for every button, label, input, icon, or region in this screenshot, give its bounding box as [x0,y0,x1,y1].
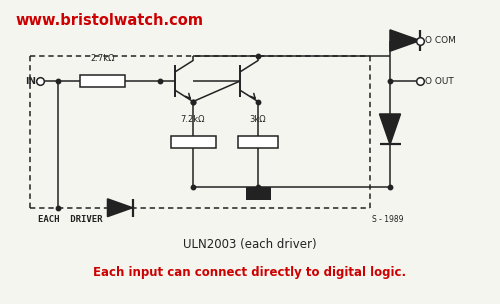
Text: 3kΩ: 3kΩ [250,115,266,124]
Text: www.bristolwatch.com: www.bristolwatch.com [15,13,203,28]
Polygon shape [390,30,420,51]
Text: O OUT: O OUT [425,77,454,85]
FancyBboxPatch shape [238,136,278,148]
Text: 7.2kΩ: 7.2kΩ [181,115,206,124]
Text: O COM: O COM [425,36,456,45]
Text: IN: IN [25,77,36,85]
Text: S - 1989: S - 1989 [372,215,404,224]
Text: Each input can connect directly to digital logic.: Each input can connect directly to digit… [94,266,406,279]
Text: EACH  DRIVER: EACH DRIVER [38,215,102,224]
Bar [246,188,270,200]
Polygon shape [108,199,132,216]
Polygon shape [380,114,400,144]
FancyBboxPatch shape [170,136,216,148]
Text: 2.7kΩ: 2.7kΩ [90,54,115,63]
Text: ULN2003 (each driver): ULN2003 (each driver) [183,238,317,251]
FancyBboxPatch shape [80,75,125,88]
